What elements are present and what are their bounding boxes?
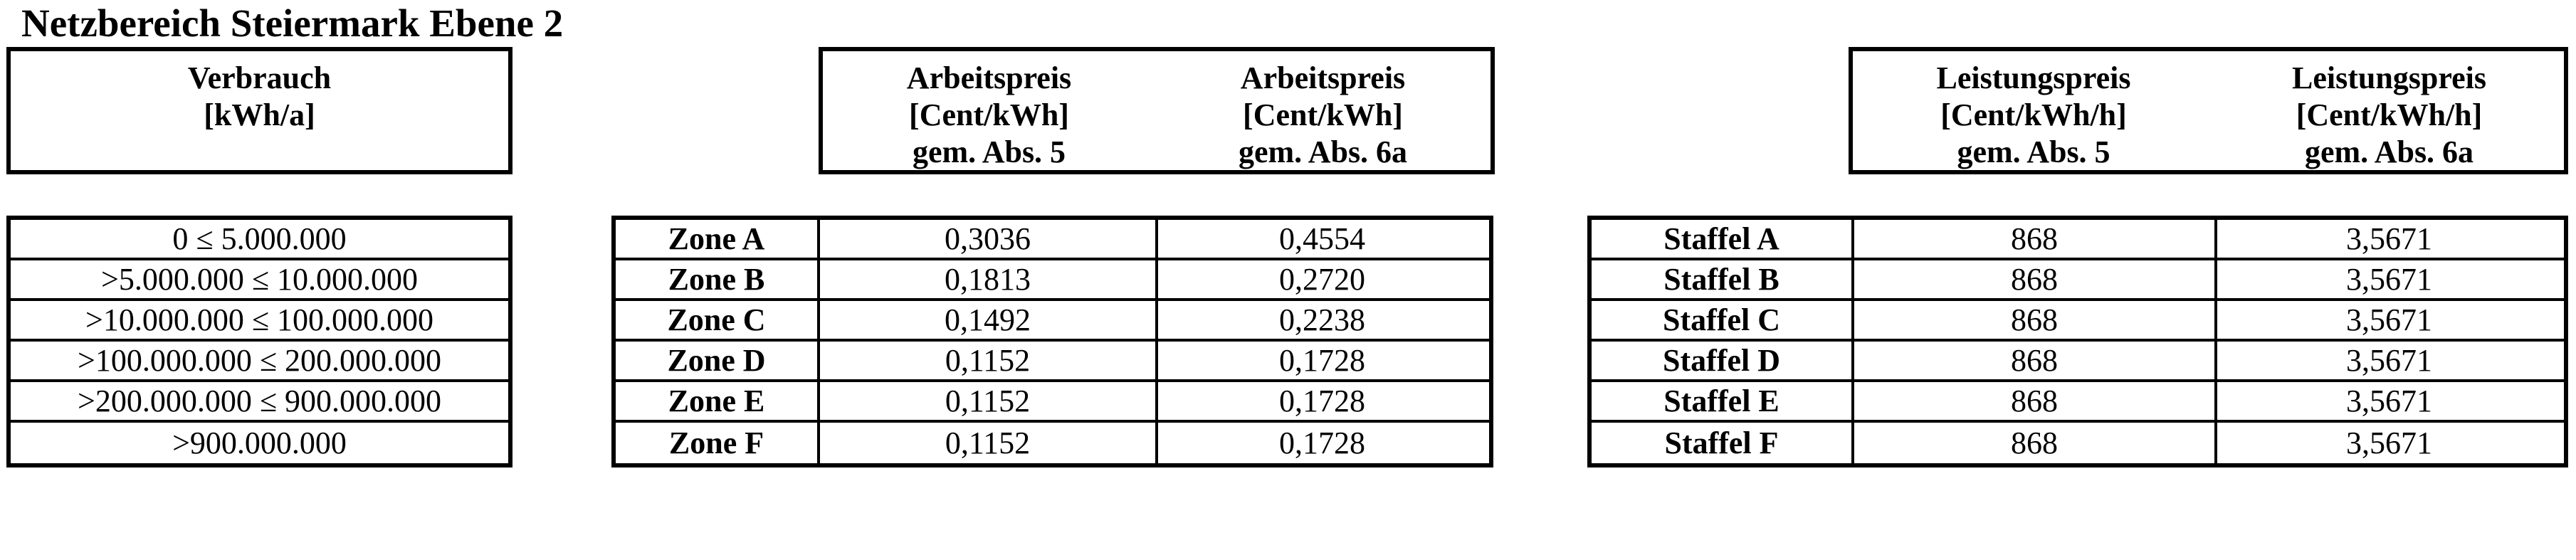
verbrauch-header-box: Verbrauch [kWh/a]: [6, 47, 512, 174]
staffel-label-cell: Staffel B: [1663, 262, 1779, 297]
leistungspreis-abs5-header-ref: gem. Abs. 5: [1957, 134, 2110, 169]
staffel-label-cell: Staffel A: [1663, 221, 1779, 256]
leistungspreis-abs5-cell: 868: [1851, 301, 2214, 339]
arbeitspreis-abs6a-cell: 0,1728: [1155, 342, 1486, 379]
verbrauch-range-cell: >200.000.000 ≤ 900.000.000: [78, 384, 441, 418]
table-row: Zone B 0,1813 0,2720: [616, 260, 1489, 301]
verbrauch-range-cell: >5.000.000 ≤ 10.000.000: [101, 262, 418, 297]
arbeitspreis-abs6a-header-title: Arbeitspreis: [1240, 60, 1406, 95]
arbeitspreis-header-box: Arbeitspreis [Cent/kWh] gem. Abs. 5 Arbe…: [819, 47, 1495, 174]
table-row: Staffel D 868 3,5671: [1592, 342, 2564, 382]
zone-label-cell: Zone B: [668, 262, 765, 297]
arbeitspreis-abs6a-header-column: Arbeitspreis [Cent/kWh] gem. Abs. 6a: [1155, 51, 1491, 170]
arbeitspreis-abs5-cell: 0,1813: [817, 260, 1155, 298]
verbrauch-header-column: Verbrauch [kWh/a]: [11, 51, 508, 170]
leistungspreis-abs6a-header-unit: [Cent/kWh/h]: [2296, 97, 2483, 132]
verbrauch-range-cell: >900.000.000: [172, 426, 347, 460]
leistungspreis-abs6a-cell: 3,5671: [2214, 260, 2561, 298]
table-row: >100.000.000 ≤ 200.000.000: [11, 342, 508, 382]
arbeitspreis-abs5-header-ref: gem. Abs. 5: [912, 134, 1066, 169]
table-row: Zone C 0,1492 0,2238: [616, 301, 1489, 342]
leistungspreis-abs6a-header-title: Leistungspreis: [2291, 60, 2487, 95]
leistungspreis-abs5-cell: 868: [1851, 260, 2214, 298]
table-row: >5.000.000 ≤ 10.000.000: [11, 260, 508, 301]
arbeitspreis-abs5-cell: 0,1152: [817, 382, 1155, 420]
table-row: Staffel B 868 3,5671: [1592, 260, 2564, 301]
verbrauch-range-cell: >100.000.000 ≤ 200.000.000: [78, 343, 441, 378]
table-row: Staffel C 868 3,5671: [1592, 301, 2564, 342]
leistungspreis-abs6a-cell: 3,5671: [2214, 382, 2561, 420]
table-row: Zone A 0,3036 0,4554: [616, 220, 1489, 260]
arbeitspreis-abs6a-header-ref: gem. Abs. 6a: [1238, 134, 1408, 169]
arbeitspreis-abs5-cell: 0,1152: [817, 423, 1155, 463]
verbrauch-range-cell: >10.000.000 ≤ 100.000.000: [85, 302, 433, 337]
leistungspreis-abs5-header-title: Leistungspreis: [1936, 60, 2131, 95]
table-row: Zone E 0,1152 0,1728: [616, 382, 1489, 423]
verbrauch-table: 0 ≤ 5.000.000 >5.000.000 ≤ 10.000.000 >1…: [6, 216, 512, 467]
zone-label-cell: Zone A: [668, 221, 765, 256]
table-row: Staffel F 868 3,5671: [1592, 423, 2564, 463]
leistungspreis-abs5-header-column: Leistungspreis [Cent/kWh/h] gem. Abs. 5: [1853, 51, 2214, 170]
page-title: Netzbereich Steiermark Ebene 2: [21, 1, 564, 45]
zone-label-cell: Zone F: [668, 426, 764, 460]
leistungspreis-abs6a-cell: 3,5671: [2214, 423, 2561, 463]
table-row: Zone D 0,1152 0,1728: [616, 342, 1489, 382]
arbeitspreis-abs6a-cell: 0,2238: [1155, 301, 1486, 339]
leistungspreis-abs6a-header-column: Leistungspreis [Cent/kWh/h] gem. Abs. 6a: [2214, 51, 2564, 170]
staffel-label-cell: Staffel E: [1663, 384, 1779, 418]
arbeitspreis-abs6a-cell: 0,4554: [1155, 220, 1486, 258]
leistungspreis-abs6a-cell: 3,5671: [2214, 220, 2561, 258]
table-row: Staffel E 868 3,5671: [1592, 382, 2564, 423]
table-row: 0 ≤ 5.000.000: [11, 220, 508, 260]
staffel-label-cell: Staffel C: [1663, 302, 1780, 337]
staffel-label-cell: Staffel D: [1663, 343, 1780, 378]
leistungspreis-abs6a-cell: 3,5671: [2214, 342, 2561, 379]
leistungspreis-header-box: Leistungspreis [Cent/kWh/h] gem. Abs. 5 …: [1849, 47, 2568, 174]
table-row: >900.000.000: [11, 423, 508, 463]
arbeitspreis-abs5-cell: 0,3036: [817, 220, 1155, 258]
arbeitspreis-abs5-header-title: Arbeitspreis: [906, 60, 1072, 95]
leistungspreis-abs5-cell: 868: [1851, 382, 2214, 420]
leistungspreis-abs5-cell: 868: [1851, 342, 2214, 379]
zone-label-cell: Zone E: [668, 384, 765, 418]
leistungspreis-abs5-header-unit: [Cent/kWh/h]: [1940, 97, 2127, 132]
arbeitspreis-abs6a-header-unit: [Cent/kWh]: [1243, 97, 1403, 132]
verbrauch-header-unit: [kWh/a]: [204, 97, 315, 132]
verbrauch-header-title: Verbrauch: [187, 60, 332, 95]
table-row: Staffel A 868 3,5671: [1592, 220, 2564, 260]
arbeitspreis-abs5-cell: 0,1152: [817, 342, 1155, 379]
arbeitspreis-abs5-header-unit: [Cent/kWh]: [909, 97, 1069, 132]
leistungspreis-abs5-cell: 868: [1851, 220, 2214, 258]
table-row: Zone F 0,1152 0,1728: [616, 423, 1489, 463]
arbeitspreis-abs6a-cell: 0,1728: [1155, 423, 1486, 463]
leistungspreis-table: Staffel A 868 3,5671 Staffel B 868 3,567…: [1587, 216, 2568, 467]
verbrauch-range-cell: 0 ≤ 5.000.000: [172, 221, 347, 256]
leistungspreis-abs6a-header-ref: gem. Abs. 6a: [2304, 134, 2474, 169]
leistungspreis-abs6a-cell: 3,5671: [2214, 301, 2561, 339]
table-row: >200.000.000 ≤ 900.000.000: [11, 382, 508, 423]
leistungspreis-abs5-cell: 868: [1851, 423, 2214, 463]
arbeitspreis-abs6a-cell: 0,2720: [1155, 260, 1486, 298]
zone-label-cell: Zone C: [667, 302, 766, 337]
zone-label-cell: Zone D: [667, 343, 766, 378]
arbeitspreis-abs6a-cell: 0,1728: [1155, 382, 1486, 420]
arbeitspreis-abs5-header-column: Arbeitspreis [Cent/kWh] gem. Abs. 5: [823, 51, 1155, 170]
arbeitspreis-abs5-cell: 0,1492: [817, 301, 1155, 339]
table-row: >10.000.000 ≤ 100.000.000: [11, 301, 508, 342]
arbeitspreis-table: Zone A 0,3036 0,4554 Zone B 0,1813 0,272…: [611, 216, 1493, 467]
staffel-label-cell: Staffel F: [1664, 426, 1779, 460]
